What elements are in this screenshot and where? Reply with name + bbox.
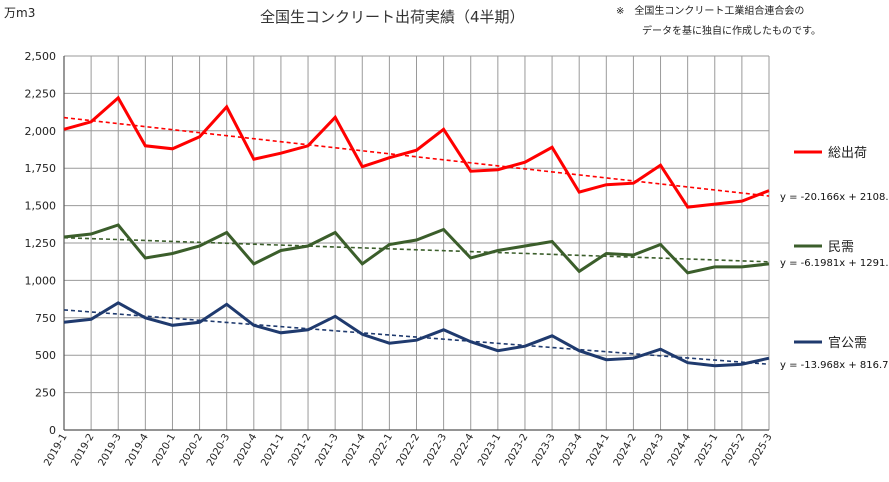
y-tick-label: 1,250 [25,237,57,250]
x-tick-label: 2021-2 [286,432,313,468]
x-tick-label: 2023-4 [558,432,585,468]
x-tick-label: 2022-3 [422,432,449,468]
x-tick-label: 2024-4 [666,432,693,468]
x-tick-label: 2025-1 [693,432,720,468]
y-tick-label: 0 [49,424,56,437]
x-tick-label: 2022-2 [395,432,422,468]
x-tick-label: 2025-2 [720,432,747,468]
source-note-line-1: ※ 全国生コンクリート工業組合連合会の [616,6,805,17]
trend-equation-label: y = -20.166x + 2108.5 [780,192,889,203]
x-tick-label: 2021-4 [341,432,368,468]
x-axis-ticks: 2019-1 2019-2 2019-3 2019-4 2020-1 2020-2 2020… [42,432,774,468]
grid [63,55,770,431]
x-tick-label: 2020-4 [232,432,259,468]
x-tick-label: 2025-3 [747,432,774,468]
y-tick-label: 2,250 [25,87,57,100]
y-tick-label: 250 [35,387,56,400]
x-tick-label: 2021-3 [314,432,341,468]
x-tick-label: 2024-2 [612,432,639,468]
y-tick-label: 500 [35,349,56,362]
legend-label: 民需 [828,240,854,255]
chart-title: 全国生コンクリート出荷実績（4半期） [260,8,525,26]
series-line [63,301,770,368]
series-line [63,223,770,275]
legend-label: 総出荷 [828,146,867,161]
x-tick-label: 2019-1 [42,432,69,468]
x-tick-label: 2023-3 [530,432,557,468]
y-tick-label: 2,500 [25,50,57,63]
series-lines [63,95,770,368]
trend-equation-label: y = -6.1981x + 1291.7 [780,258,889,269]
x-tick-label: 2024-3 [639,432,666,468]
x-tick-label: 2019-4 [124,432,151,468]
y-tick-label: 1,000 [25,274,57,287]
trendline [63,116,770,197]
y-axis-ticks: 0 250 500 750 1,000 1,250 1,500 1,750 2,000 2,250… [25,50,57,437]
source-note-line-2: データを基に独自に作成したものです。 [642,26,821,37]
x-tick-label: 2020-3 [205,432,232,468]
x-tick-label: 2021-1 [259,432,286,468]
x-tick-label: 2022-1 [368,432,395,468]
x-tick-label: 2020-1 [151,432,178,468]
x-tick-label: 2020-2 [178,432,205,468]
x-tick-label: 2019-2 [69,432,96,468]
trendline [63,236,770,263]
y-tick-label: 1,750 [25,162,57,175]
y-tick-label: 2,000 [25,125,57,138]
x-tick-label: 2022-4 [449,432,476,468]
x-tick-label: 2023-2 [503,432,530,468]
x-tick-label: 2024-1 [585,432,612,468]
trend-equations: y = -20.166x + 2108.5 y = -6.1981x + 1291… [780,192,889,371]
y-tick-label: 1,500 [25,200,57,213]
x-tick-label: 2023-1 [476,432,503,468]
trendline [63,309,770,366]
legend-label: 官公需 [828,335,867,351]
trendlines [63,116,770,366]
x-tick-label: 2019-3 [97,432,124,468]
trend-equation-label: y = -13.968x + 816.78 [780,360,889,371]
y-tick-label: 750 [35,312,56,325]
y-axis-unit: 万m3 [4,6,36,20]
series-line [63,95,770,209]
